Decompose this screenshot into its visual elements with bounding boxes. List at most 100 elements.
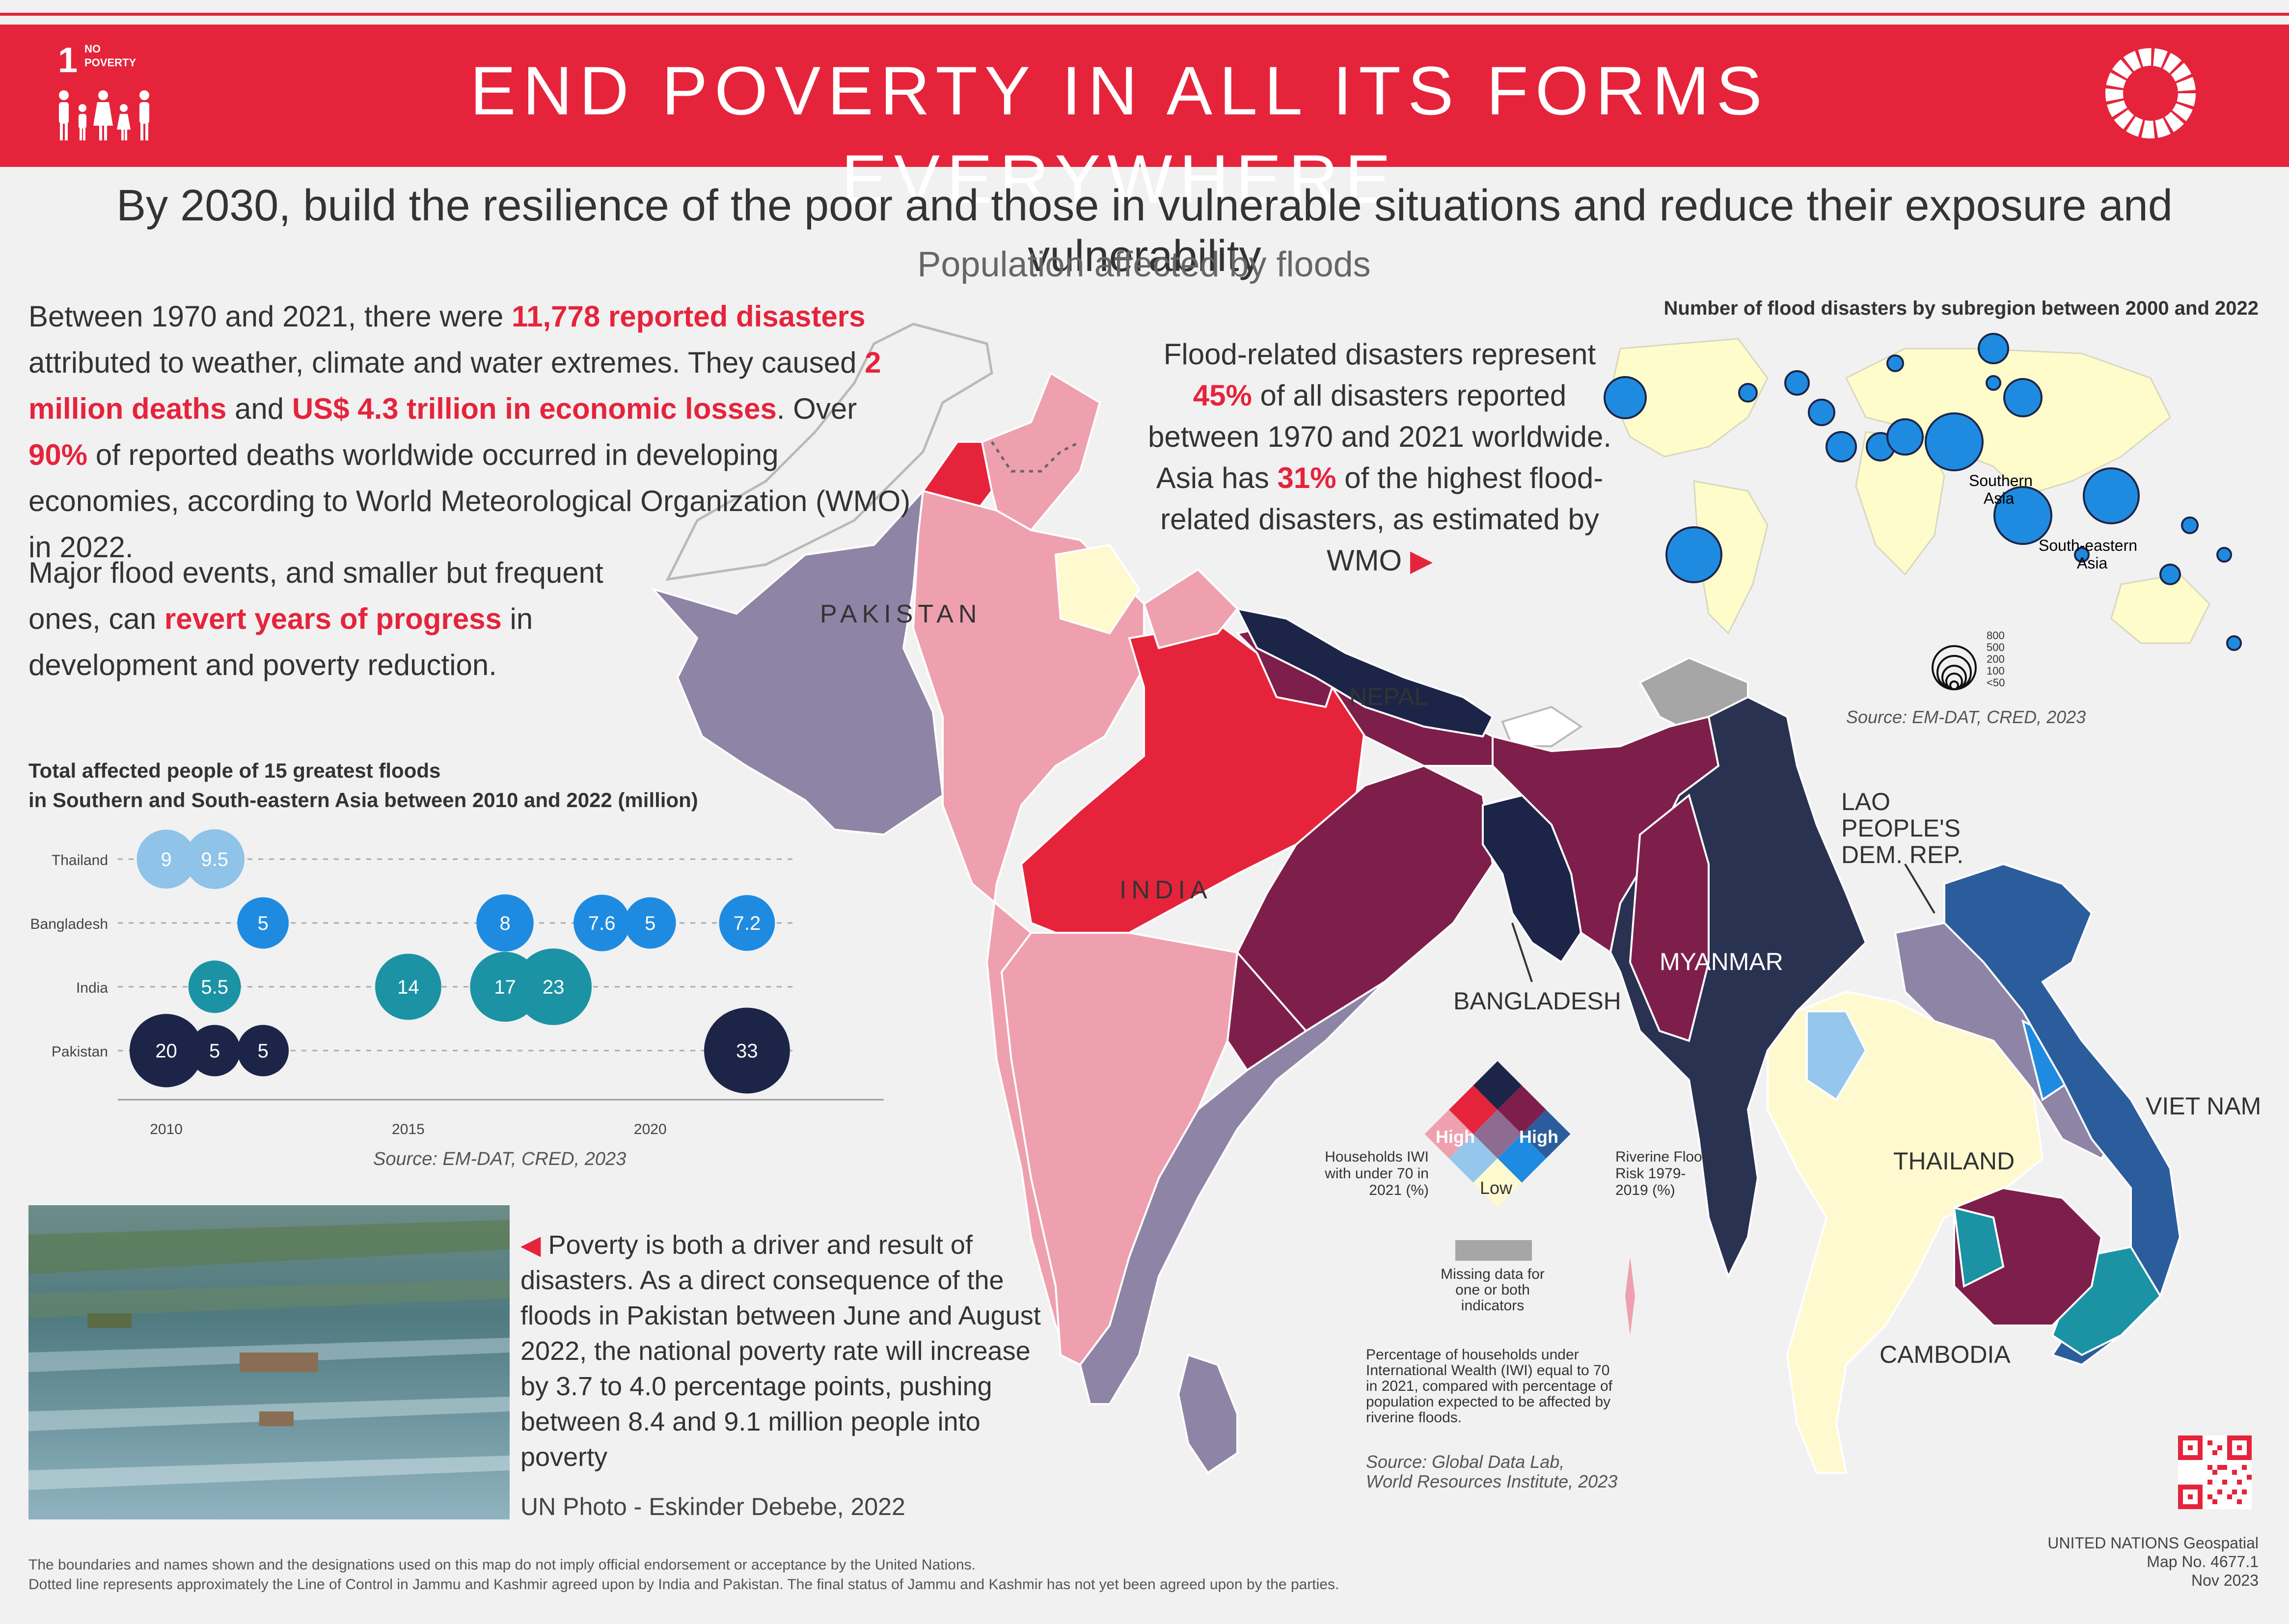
label-nepal: NEPAL [1349, 683, 1428, 710]
map-region-kashmir [981, 372, 1101, 532]
inset-flood-bubble [1784, 370, 1810, 396]
pointer-triangle-icon: ▶ [1410, 544, 1433, 577]
label-bangladesh: BANGLADESH [1453, 987, 1621, 1015]
map-region-myanmar-central [1629, 793, 1710, 1042]
size-legend [1932, 645, 1977, 690]
inset-flood-bubble [1986, 375, 2001, 391]
wheel-segment [2164, 111, 2184, 133]
label-india: INDIA [1119, 876, 1212, 904]
size-legend-500: 500 [1987, 641, 2005, 653]
chart-bubble [704, 1007, 790, 1094]
sdg-wheel-icon [2105, 48, 2196, 138]
map-region-bangladesh [1482, 794, 1582, 964]
legend-low: Low [1480, 1178, 1513, 1198]
line-of-control [990, 440, 1081, 473]
chart-bubble-label: 9.5 [201, 849, 228, 870]
page-subtitle: By 2030, build the resilience of the poo… [116, 181, 2173, 281]
chart-bubble [624, 897, 676, 949]
wheel-segment [2155, 118, 2171, 138]
flood-bubble-chart: Thailand Bangladesh India Pakistan 2010 2015 2… [30, 829, 884, 1137]
map-region-india-southeast [1079, 951, 1386, 1405]
inset-flood-bubble [1604, 376, 1647, 419]
inset-label-se-1: South-eastern [2039, 537, 2137, 554]
inset-flood-bubble [2181, 516, 2199, 534]
map-region-cambodia-west [1953, 1206, 2005, 1288]
chart-bubble [573, 894, 630, 951]
chart-bubble-label: 5 [209, 1040, 220, 1062]
goal-number: 1 [58, 41, 78, 80]
map-source: Source: Global Data Lab, World Resources… [1366, 1452, 1618, 1491]
label-viet-nam: VIET NAM [2146, 1092, 2261, 1120]
label-lao-1: LAO [1841, 788, 1890, 815]
chart-bubble [719, 895, 775, 951]
inset-source: Source: EM-DAT, CRED, 2023 [1846, 707, 2086, 727]
chart-bubble-label: 7.6 [588, 913, 616, 934]
header-banner [0, 25, 2289, 167]
chart-bubble-label: 7.2 [734, 913, 761, 934]
inset-flood-bubble [2226, 635, 2242, 651]
inset-flood-bubble [1886, 354, 1904, 372]
map-region-thailand-north [1806, 1010, 1867, 1101]
chart-bubble-label: 9 [161, 849, 171, 870]
wheel-segment [2105, 88, 2124, 102]
disclaimer: The boundaries and names shown and the d… [28, 1557, 1339, 1593]
flood-photo [28, 1205, 510, 1519]
intro-paragraph: Between 1970 and 2021, there were 11,778… [28, 300, 911, 564]
map-region-pakistan [650, 488, 944, 836]
chart-bubble-label: 5 [258, 913, 269, 934]
map-region-india-uttarakhand [1143, 568, 1239, 650]
bangladesh-pointer [1511, 922, 1533, 982]
map-region-nepal [1235, 607, 1494, 738]
chart-bubble [237, 897, 289, 949]
inset-flood-bubble [2083, 467, 2140, 524]
chart-bubble-label: 23 [543, 976, 565, 998]
flood-map: PAKISTAN INDIA NEPAL BANGLADESH MYANMAR … [650, 323, 2261, 1474]
photo-credit: UN Photo - Eskinder Debebe, 2022 [520, 1493, 905, 1520]
wheel-segment [2107, 100, 2127, 117]
chart-bubble [188, 960, 241, 1013]
lao-pointer [1904, 863, 1935, 914]
wheel-segment [2126, 116, 2143, 137]
page-title: END POVERTY IN ALL ITS FORMS EVERYWHERE [470, 52, 1769, 217]
chart-bubble-label: 5 [258, 1040, 269, 1062]
wheel-segment [2123, 51, 2141, 72]
wheel-segment [2141, 120, 2155, 138]
inset-flood-bubble [2003, 378, 2043, 417]
size-legend-lt50: <50 [1987, 677, 2005, 689]
wheel-segment [2114, 109, 2134, 130]
chart-category-label: Bangladesh [30, 916, 108, 932]
size-legend-800: 800 [1987, 629, 2005, 642]
chart-x-tick-label: 2015 [392, 1121, 425, 1137]
legend-swatch [1498, 1085, 1546, 1134]
chart-bubble-label: 20 [155, 1040, 177, 1062]
legend-riverine-label: Riverine Flood Risk 1979-2019 (%) [1615, 1149, 1711, 1198]
bivariate-legend: High High Low [1424, 1061, 1571, 1207]
chart-bubble-label: 17 [494, 976, 516, 998]
flood-share-paragraph: Flood-related disasters represent 45% of… [1147, 338, 1612, 577]
chart-category-label: India [76, 980, 108, 996]
missing-data-swatch [1455, 1240, 1532, 1261]
map-region-missing-bhutan [1501, 705, 1583, 747]
inset-flood-bubble [2216, 547, 2232, 563]
qr-code-icon [2178, 1435, 2252, 1509]
legend-households-label: Households IWI with under 70 in 2021 (%) [1325, 1149, 1429, 1198]
inset-flood-bubble [1993, 486, 2052, 545]
inset-label-se-2: Asia [2077, 554, 2107, 572]
map-region-punjab [1054, 543, 1141, 635]
top-rule [0, 13, 2289, 16]
chart-bubble-label: 14 [397, 976, 419, 998]
missing-data-label: Missing data for one or both indicators [1441, 1266, 1545, 1314]
inset-flood-bubble [2159, 564, 2181, 585]
chart-bubble [515, 948, 592, 1025]
legend-swatch [1498, 1134, 1546, 1183]
wheel-segment [2112, 59, 2133, 79]
wheel-segment [2171, 63, 2192, 81]
chart-title: Total affected people of 15 greatest flo… [28, 759, 698, 812]
chart-bubble-label: 5 [645, 913, 655, 934]
inset-title: Number of flood disasters by subregion b… [1663, 298, 2259, 319]
wheel-segment [2162, 53, 2182, 74]
pointer-left-icon: ◀ [520, 1230, 541, 1260]
poverty-paragraph: ◀ Poverty is both a driver and result of… [520, 1230, 1041, 1472]
inset-flood-bubble [2074, 547, 2090, 563]
size-legend-100: 100 [1987, 665, 2005, 677]
